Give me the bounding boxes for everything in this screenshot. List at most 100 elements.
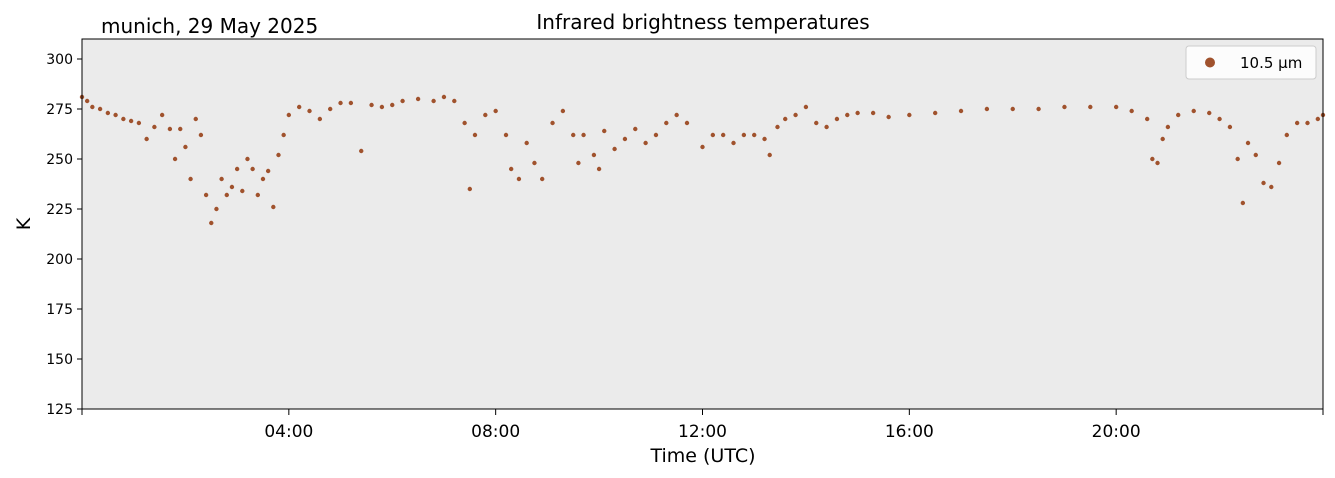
data-point	[369, 102, 374, 108]
data-point	[596, 166, 602, 172]
y-tick-label: 150	[46, 352, 73, 368]
data-point	[532, 160, 537, 166]
data-point	[198, 132, 204, 138]
data-point	[144, 136, 149, 142]
legend: 10.5 µm	[1185, 45, 1317, 80]
y-axis: 125 150 175 200 225 250 275 300	[46, 52, 82, 418]
data-point	[84, 98, 90, 104]
data-point	[379, 104, 385, 110]
y-tick-label: 250	[46, 152, 73, 168]
data-point	[508, 166, 514, 172]
data-point	[97, 106, 103, 112]
data-point	[276, 152, 281, 158]
data-point	[1315, 116, 1321, 122]
data-point	[752, 132, 757, 138]
data-point	[260, 176, 266, 182]
data-point	[684, 120, 690, 126]
legend-marker	[1205, 57, 1215, 68]
data-point	[286, 112, 292, 118]
y-tick-label: 175	[46, 302, 73, 318]
data-point	[1207, 110, 1212, 116]
data-point	[307, 108, 312, 114]
data-point	[1269, 184, 1274, 190]
data-point	[793, 112, 798, 118]
data-point	[152, 124, 157, 130]
data-point	[1036, 106, 1041, 112]
data-point	[472, 132, 478, 138]
data-point	[172, 156, 178, 162]
data-point	[907, 112, 912, 118]
data-point	[1276, 160, 1282, 166]
data-point	[775, 124, 780, 130]
data-point	[612, 146, 617, 152]
data-point	[214, 206, 219, 212]
plot-area	[82, 39, 1323, 409]
data-point	[958, 108, 964, 114]
data-point	[281, 132, 286, 138]
x-tick-label: 16:00	[885, 422, 934, 442]
data-point	[731, 140, 736, 146]
data-point	[296, 104, 302, 110]
data-point	[255, 192, 261, 198]
data-point	[762, 136, 767, 142]
data-point	[1010, 106, 1015, 112]
series-points	[79, 94, 1326, 226]
data-point	[224, 192, 229, 198]
data-point	[814, 120, 819, 126]
data-point	[1227, 124, 1233, 130]
y-tick-label: 225	[46, 202, 73, 218]
data-point	[338, 100, 343, 106]
data-point	[700, 144, 705, 150]
data-point	[643, 140, 648, 146]
data-point	[1150, 156, 1155, 162]
data-point	[602, 128, 607, 134]
x-tick-label: 12:00	[678, 422, 727, 442]
data-point	[193, 116, 198, 122]
x-axis: 04:00 08:00 12:00 16:00 20:00	[81, 409, 1324, 442]
y-tick-label: 200	[46, 252, 73, 268]
data-point	[178, 126, 183, 132]
data-point	[128, 118, 134, 124]
chart-title: Infrared brightness temperatures	[536, 10, 869, 34]
data-point	[540, 176, 545, 182]
data-point	[209, 220, 214, 226]
data-point	[1284, 132, 1290, 138]
data-point	[720, 132, 726, 138]
location-date-label: munich, 29 May 2025	[101, 14, 318, 38]
data-point	[503, 132, 509, 138]
y-axis-label: K	[13, 217, 35, 230]
data-point	[493, 108, 498, 114]
data-point	[240, 188, 245, 194]
data-point	[1253, 152, 1258, 158]
data-point	[234, 166, 240, 172]
legend-box	[1185, 45, 1317, 80]
data-point	[524, 140, 529, 146]
data-point	[581, 132, 586, 138]
data-point	[1165, 124, 1171, 130]
data-point	[622, 136, 628, 142]
data-point	[400, 98, 405, 104]
data-point	[1144, 116, 1150, 122]
legend-label: 10.5 µm	[1240, 54, 1302, 72]
data-point	[159, 112, 165, 118]
data-point	[348, 100, 354, 106]
data-point	[1155, 160, 1160, 166]
data-point	[467, 186, 473, 192]
data-point	[1129, 108, 1134, 114]
data-points	[79, 94, 1326, 226]
data-point	[136, 120, 142, 126]
data-point	[674, 112, 679, 118]
data-point	[803, 104, 809, 110]
data-point	[886, 114, 891, 120]
data-point	[834, 116, 840, 122]
data-point	[415, 96, 421, 102]
data-point	[855, 110, 860, 116]
data-point	[105, 110, 111, 116]
data-point	[1235, 156, 1240, 162]
y-tick-label: 125	[46, 402, 73, 418]
data-point	[571, 132, 576, 138]
data-point	[710, 132, 716, 138]
data-point	[229, 184, 235, 190]
data-point	[932, 110, 938, 116]
data-point	[431, 98, 436, 104]
